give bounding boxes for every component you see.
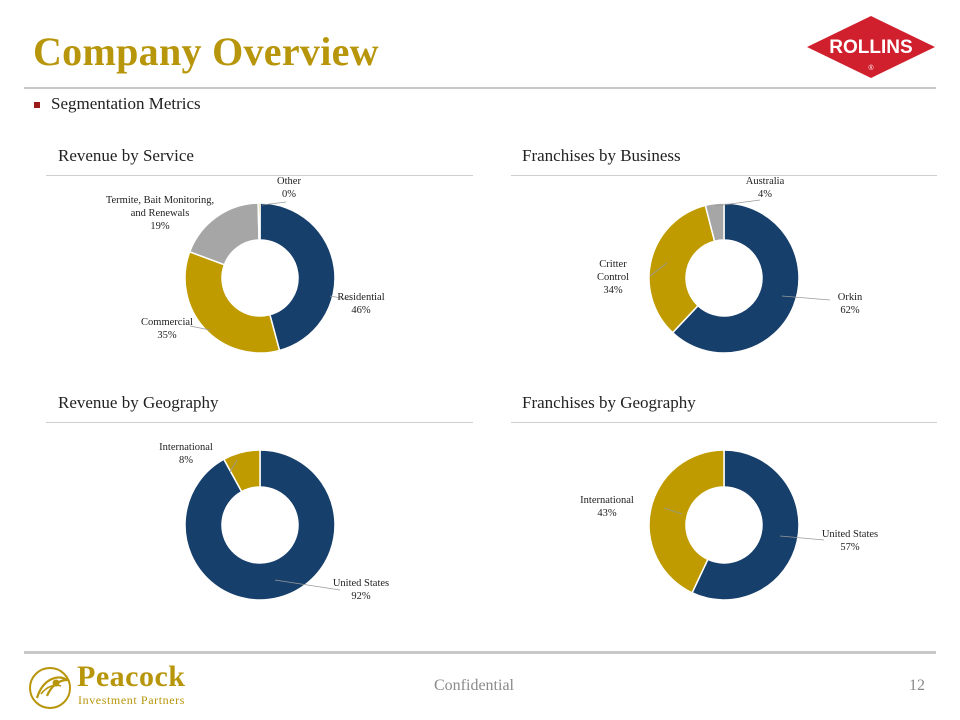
peacock-logo-subtitle: Investment Partners: [78, 693, 186, 707]
section-title-revenue-by-geography: Revenue by Geography: [58, 393, 219, 412]
section-divider: [511, 175, 937, 176]
data-label: United States 92%: [333, 578, 389, 602]
bullet-item: Segmentation Metrics: [34, 94, 201, 114]
rollins-logo-text: ROLLINS: [829, 37, 912, 58]
label-leader-line: [649, 262, 668, 277]
donut-slice-international: [222, 449, 261, 493]
label-leader-line: [229, 459, 238, 473]
label-leader-line: [781, 295, 831, 301]
label-leader-line: [261, 201, 287, 206]
section-divider: [46, 175, 473, 176]
label-leader-line: [329, 295, 353, 301]
footer-divider: [24, 651, 936, 654]
donut-slice-orkin: [671, 202, 800, 354]
data-label: International 43%: [580, 495, 634, 519]
confidential-label: Confidential: [434, 677, 514, 694]
data-label: Orkin 62%: [838, 292, 863, 316]
donut-slice-critter-control: [648, 204, 716, 334]
rollins-logo: ROLLINS ®: [805, 14, 937, 80]
data-label: Other 0%: [277, 176, 301, 200]
label-leader-line: [663, 507, 683, 515]
peacock-feather-icon: [29, 667, 71, 709]
rollins-logo-diamond: [807, 16, 935, 78]
donut-slice-international: [648, 449, 725, 594]
peacock-logo: Peacock Investment Partners: [25, 660, 215, 714]
rollins-logo-mark: ®: [868, 64, 874, 72]
donut-slice-residential: [259, 202, 336, 352]
label-leader-line: [779, 535, 825, 541]
label-leader-line: [714, 199, 761, 207]
donut-slice-commercial: [184, 250, 281, 354]
donut-slice-united-states: [184, 449, 336, 601]
data-label: Termite, Bait Monitoring, and Renewals 19%: [106, 195, 214, 232]
section-divider: [46, 422, 473, 423]
section-title-franchises-by-geography: Franchises by Geography: [522, 393, 696, 412]
page-title: Company Overview: [33, 29, 379, 74]
bullet-text: Segmentation Metrics: [51, 94, 201, 113]
data-label: International 8%: [159, 442, 213, 466]
peacock-logo-name: Peacock: [77, 660, 186, 693]
donut-slice-united-states: [691, 449, 800, 601]
data-label: Australia 4%: [746, 176, 785, 200]
square-bullet-icon: [34, 101, 40, 108]
label-leader-line: [189, 325, 211, 331]
data-label: Commercial 35%: [141, 317, 193, 341]
data-label: Residential 46%: [337, 292, 384, 316]
label-leader-line: [274, 579, 341, 591]
donut-slice-termite-bait-monitoring-and-renewals: [188, 202, 260, 266]
header-divider: [24, 87, 936, 89]
section-title-revenue-by-service: Revenue by Service: [58, 146, 194, 165]
donut-slice-other: [257, 202, 261, 241]
donut-slice-australia: [704, 202, 725, 243]
data-label: Critter Control 34%: [597, 259, 629, 296]
page-number: 12: [909, 677, 925, 694]
data-label: United States 57%: [822, 529, 878, 553]
section-divider: [511, 422, 937, 423]
section-title-franchises-by-business: Franchises by Business: [522, 146, 681, 165]
